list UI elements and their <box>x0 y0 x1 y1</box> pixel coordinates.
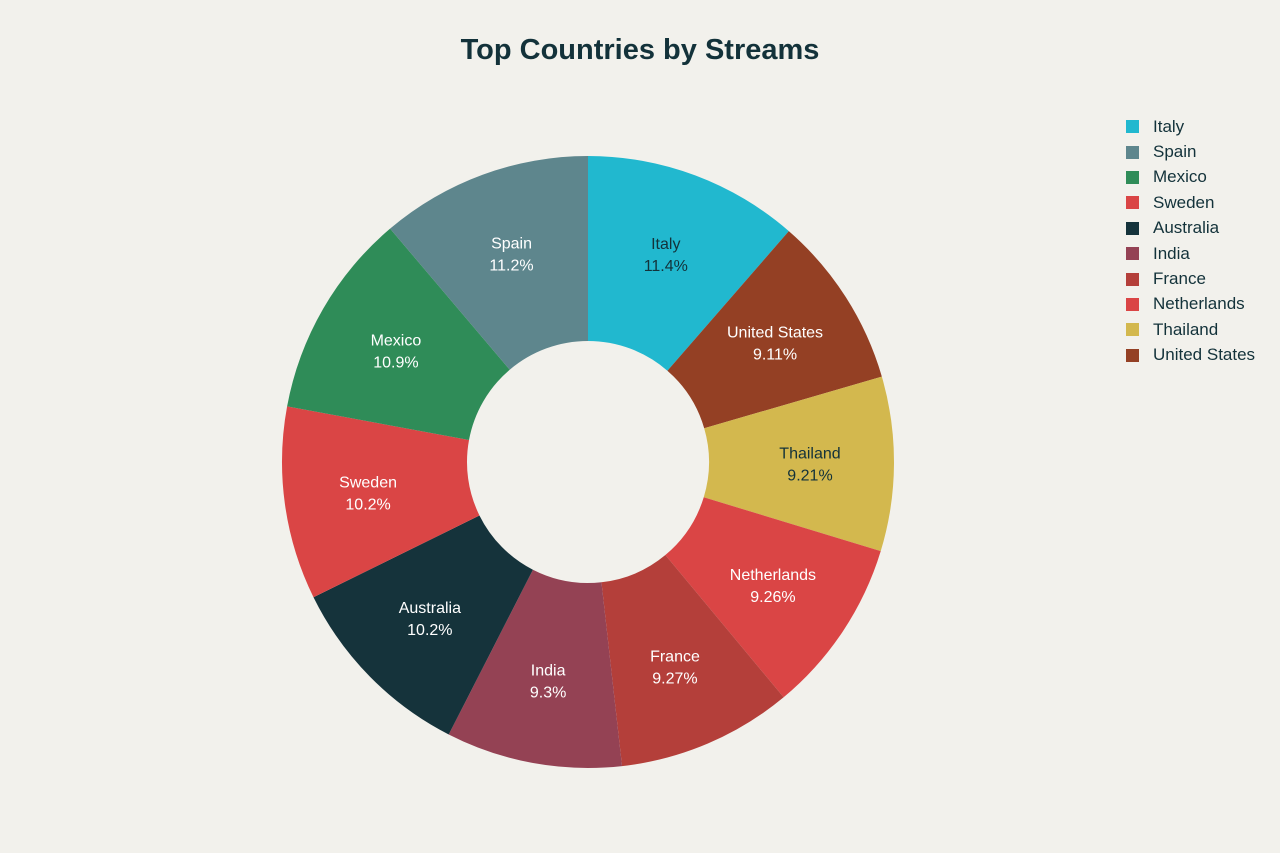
slice-label-value: 11.4% <box>644 258 688 275</box>
legend-swatch <box>1126 348 1139 362</box>
legend-label: Mexico <box>1153 167 1207 187</box>
slice-label-name: United States <box>727 324 823 341</box>
slice-spain <box>390 156 588 370</box>
slice-label-netherlands: Netherlands 9.26% <box>730 567 816 606</box>
legend-swatch <box>1126 297 1139 311</box>
legend-label: India <box>1153 243 1190 263</box>
slice-label-value: 9.21% <box>787 467 832 484</box>
slice-label-italy: Italy 11.4% <box>644 236 688 275</box>
slice-label-name: Australia <box>399 600 461 617</box>
legend-item-mexico[interactable]: Mexico <box>1126 165 1255 190</box>
slice-label-mexico: Mexico 10.9% <box>371 333 422 372</box>
legend-item-australia[interactable]: Australia <box>1126 216 1255 241</box>
slice-label-name: India <box>531 662 566 679</box>
slice-sweden <box>282 406 480 598</box>
legend-swatch <box>1126 272 1139 286</box>
slice-label-name: Thailand <box>779 445 840 462</box>
legend-item-italy[interactable]: Italy <box>1126 114 1255 139</box>
slice-label-name: Netherlands <box>730 567 816 584</box>
slice-label-spain: Spain 11.2% <box>489 236 533 275</box>
slice-france <box>601 555 784 767</box>
slice-italy <box>588 156 789 371</box>
slice-label-name: Mexico <box>371 333 422 350</box>
slice-label-name: Sweden <box>339 474 397 491</box>
slice-label-name: France <box>650 648 700 665</box>
slice-label-value: 9.11% <box>753 346 797 363</box>
slice-label-value: 10.2% <box>407 622 452 639</box>
slice-label-united-states: United States 9.11% <box>727 324 823 363</box>
chart-title: Top Countries by Streams <box>460 34 820 66</box>
chart-legend: Italy Spain Mexico Sweden Australia India Fran… <box>1126 114 1255 368</box>
legend-item-france[interactable]: France <box>1126 266 1255 291</box>
legend-item-india[interactable]: India <box>1126 241 1255 266</box>
slice-label-thailand: Thailand 9.21% <box>779 445 840 484</box>
legend-item-spain[interactable]: Spain <box>1126 139 1255 164</box>
legend-label: Italy <box>1153 116 1185 136</box>
legend-label: Netherlands <box>1153 294 1245 314</box>
slice-united-states <box>667 231 882 429</box>
slice-label-india: India 9.3% <box>530 662 566 701</box>
slice-labels: Italy 11.4% United States 9.11% Thailand 9.21… <box>339 236 841 702</box>
slice-label-sweden: Sweden 10.2% <box>339 474 397 513</box>
slice-label-value: 9.27% <box>652 670 697 687</box>
slice-label-australia: Australia 10.2% <box>399 600 461 639</box>
legend-swatch <box>1126 221 1139 235</box>
legend-swatch <box>1126 247 1139 261</box>
slice-label-value: 9.3% <box>530 684 566 701</box>
legend-item-thailand[interactable]: Thailand <box>1126 317 1255 342</box>
legend-item-united-states[interactable]: United States <box>1126 343 1255 368</box>
donut-slices <box>282 156 894 768</box>
slice-india <box>448 569 623 768</box>
slice-label-value: 9.26% <box>750 589 795 606</box>
slice-label-value: 11.2% <box>489 258 533 275</box>
legend-label: Australia <box>1153 218 1220 238</box>
legend-swatch <box>1126 323 1139 337</box>
legend-swatch <box>1126 170 1139 184</box>
legend-item-netherlands[interactable]: Netherlands <box>1126 292 1255 317</box>
slice-label-value: 10.2% <box>345 496 390 513</box>
slice-label-france: France 9.27% <box>650 648 700 687</box>
slice-thailand <box>703 376 894 552</box>
legend-label: Spain <box>1153 142 1197 162</box>
legend-label: Sweden <box>1153 192 1215 212</box>
legend-item-sweden[interactable]: Sweden <box>1126 190 1255 215</box>
slice-label-value: 10.9% <box>373 355 418 372</box>
legend-swatch <box>1126 196 1139 210</box>
legend-swatch <box>1126 145 1139 159</box>
slice-label-name: Spain <box>491 236 532 253</box>
legend-label: United States <box>1153 345 1256 365</box>
slice-mexico <box>287 228 510 440</box>
legend-swatch <box>1126 120 1139 134</box>
slice-australia <box>313 515 533 735</box>
slice-netherlands <box>665 497 881 698</box>
legend-label: France <box>1153 269 1206 289</box>
slice-label-name: Italy <box>651 236 680 253</box>
legend-label: Thailand <box>1153 319 1219 339</box>
